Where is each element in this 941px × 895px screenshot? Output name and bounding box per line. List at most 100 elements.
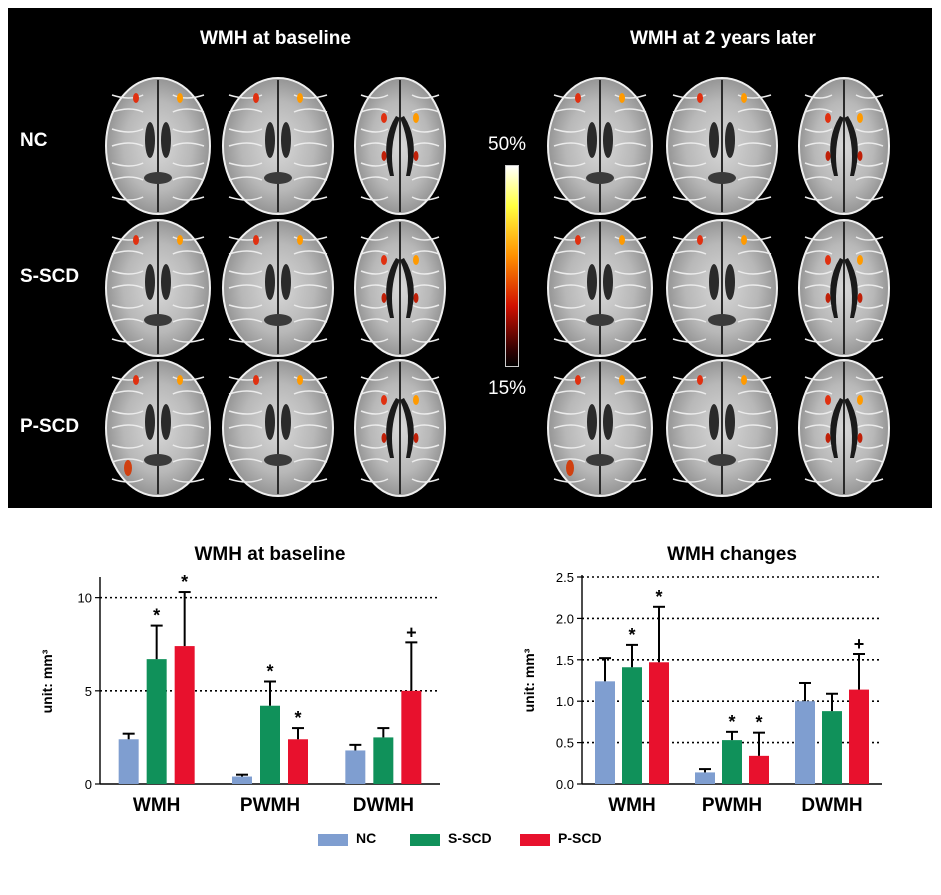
brain-sulcus [804, 338, 833, 343]
brain-ventricle [161, 264, 171, 300]
brain-sulcus [172, 108, 205, 113]
chart-title: WMH at baseline [195, 544, 346, 565]
brain-sulcus [855, 390, 884, 395]
brain-sulcus [672, 444, 707, 449]
brain-sulcus [228, 176, 263, 181]
brain-sulcus [111, 318, 144, 323]
brain-sulcus [553, 444, 586, 449]
brain-sulcus [804, 94, 833, 99]
brain-sulcus [360, 236, 389, 241]
brain-sulcus [111, 424, 144, 429]
brain-sulcus [228, 94, 263, 99]
brain-sulcus [737, 128, 772, 133]
brain-ventricle [725, 264, 735, 300]
brain-ventricle [725, 122, 735, 158]
brain-ventricle [708, 454, 736, 466]
brain-sulcus [411, 236, 440, 241]
brain-slice [798, 219, 890, 357]
brain-sulcus [614, 376, 647, 381]
brain-sulcus [172, 236, 205, 241]
brain-sulcus [172, 424, 205, 429]
lesion-hotspot [133, 93, 139, 103]
legend-label-s-scd: S-SCD [448, 830, 492, 846]
brain-sulcus [411, 424, 440, 429]
lesion-hotspot [133, 235, 139, 245]
brain-sulcus [360, 390, 389, 395]
brain-sulcus [804, 250, 833, 255]
legend-label-p-scd: P-SCD [558, 830, 602, 846]
brain-sulcus [737, 108, 772, 113]
significance-marker: * [655, 587, 662, 607]
brain-sulcus [172, 270, 205, 275]
brain-sulcus [553, 338, 586, 343]
brain-sulcus [804, 318, 833, 323]
brain-slice [354, 359, 446, 497]
brain-ventricle [161, 122, 171, 158]
bar [345, 750, 366, 784]
lesion-hotspot [253, 93, 259, 103]
brain-sulcus [172, 376, 205, 381]
brain-sulcus [553, 270, 586, 275]
brain-sulcus [855, 236, 884, 241]
colorbar-min-label: 15% [488, 378, 527, 399]
row-label-nc: NC [20, 130, 48, 151]
chart-title: WMH changes [667, 544, 797, 565]
brain-sulcus [360, 338, 389, 343]
brain-sulcus [360, 142, 389, 147]
brain-sulcus [111, 162, 144, 167]
brain-slice [354, 77, 446, 215]
brain-sulcus [360, 108, 389, 113]
brain-sulcus [614, 424, 647, 429]
brain-sulcus [228, 444, 263, 449]
y-tick-label: 2.0 [556, 611, 574, 626]
significance-marker: * [153, 606, 160, 626]
brain-sulcus [293, 458, 328, 463]
lesion-hotspot [297, 93, 303, 103]
brain-sulcus [411, 390, 440, 395]
y-tick-label: 1.5 [556, 653, 574, 668]
lesion-hotspot [857, 433, 863, 443]
brain-sulcus [228, 250, 263, 255]
lesion-hotspot [825, 113, 831, 123]
colorbar-max-label: 50% [488, 134, 527, 155]
brain-sulcus [855, 338, 884, 343]
lesion-hotspot [566, 460, 574, 476]
brain-sulcus [855, 162, 884, 167]
brain-sulcus [553, 142, 586, 147]
brain-sulcus [293, 108, 328, 113]
lesion-hotspot [857, 395, 863, 405]
brain-sulcus [855, 410, 884, 415]
lesion-hotspot [741, 375, 747, 385]
brain-sulcus [172, 196, 205, 201]
brain-sulcus [111, 376, 144, 381]
brain-sulcus [614, 478, 647, 483]
brain-ventricle [708, 314, 736, 326]
bar [288, 739, 308, 784]
brain-sulcus [293, 424, 328, 429]
brain-sulcus [737, 236, 772, 241]
brain-sulcus [111, 176, 144, 181]
brain-sulcus [360, 304, 389, 309]
bar [260, 705, 280, 784]
brain-sulcus [172, 142, 205, 147]
brain-slice [798, 359, 890, 497]
x-tick-label: PWMH [240, 795, 300, 816]
brain-ventricle [281, 122, 291, 158]
brain-sulcus [228, 318, 263, 323]
bar [795, 701, 815, 784]
brain-sulcus [855, 376, 884, 381]
brain-ventricle [400, 258, 414, 318]
lesion-hotspot [381, 113, 387, 123]
brain-sulcus [111, 236, 144, 241]
lesion-hotspot [413, 151, 419, 161]
brain-sulcus [411, 94, 440, 99]
brain-sulcus [614, 270, 647, 275]
legend-swatch-s-scd [410, 834, 440, 846]
brain-sulcus [293, 478, 328, 483]
brain-sulcus [614, 162, 647, 167]
brain-sulcus [111, 250, 144, 255]
brain-sulcus [804, 284, 833, 289]
brain-sulcus [411, 478, 440, 483]
legend: NC S-SCD P-SCD [318, 830, 648, 852]
brain-sulcus [228, 236, 263, 241]
